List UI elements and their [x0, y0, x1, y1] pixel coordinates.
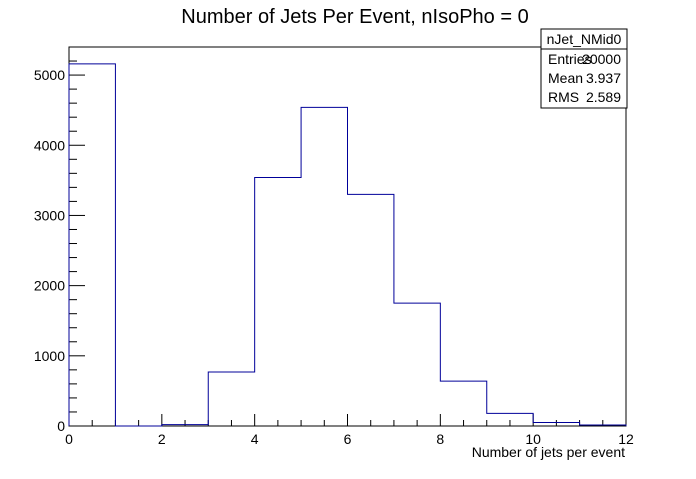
- histogram-bins: [69, 64, 626, 426]
- y-tick-label: 4000: [34, 137, 65, 153]
- stats-rms-label: RMS: [548, 89, 579, 105]
- y-axis: 0 1000 2000 3000 4000 5000: [34, 67, 85, 434]
- histogram-bin: [394, 303, 440, 426]
- x-axis-label: Number of jets per event: [472, 444, 625, 460]
- stats-box-title: nJet_NMid0: [547, 31, 622, 47]
- histogram-bin: [348, 194, 394, 426]
- x-tick-label: 0: [65, 431, 73, 447]
- stats-mean-label: Mean: [548, 70, 583, 86]
- histogram-bin: [440, 381, 486, 426]
- y-minor-ticks: [69, 60, 77, 413]
- histogram-bin: [208, 372, 254, 426]
- histogram-bin: [487, 413, 533, 426]
- histogram-bin: [301, 107, 347, 426]
- stats-box: nJet_NMid0 Entries 20000 Mean 3.937 RMS …: [540, 28, 628, 109]
- histogram-bin: [255, 178, 301, 426]
- x-tick-label: 8: [436, 431, 444, 447]
- x-tick-label: 6: [344, 431, 352, 447]
- stats-entries-label: Entries: [548, 51, 592, 67]
- x-axis: 0 2 4 6 8 10 12: [65, 414, 634, 447]
- stats-entries-value: 20000: [582, 51, 621, 67]
- histogram-bin: [69, 64, 115, 426]
- x-tick-label: 2: [158, 431, 166, 447]
- y-tick-label: 3000: [34, 207, 65, 223]
- histogram-outline: [68, 63, 627, 427]
- stats-mean-value: 3.937: [586, 70, 621, 86]
- x-tick-label: 4: [251, 431, 259, 447]
- stats-rms-value: 2.589: [586, 89, 621, 105]
- chart-title: Number of Jets Per Event, nIsoPho = 0: [181, 6, 528, 28]
- histogram-bin: [533, 422, 579, 426]
- x-tick-label: 10: [525, 431, 541, 447]
- y-tick-label: 0: [57, 418, 65, 434]
- y-tick-label: 1000: [34, 348, 65, 364]
- histogram-bin: [580, 425, 626, 426]
- stats-box-frame: [540, 28, 628, 109]
- y-tick-label: 2000: [34, 278, 65, 294]
- y-tick-label: 5000: [34, 67, 65, 83]
- x-tick-label: 12: [618, 431, 634, 447]
- histogram-bin: [162, 425, 208, 426]
